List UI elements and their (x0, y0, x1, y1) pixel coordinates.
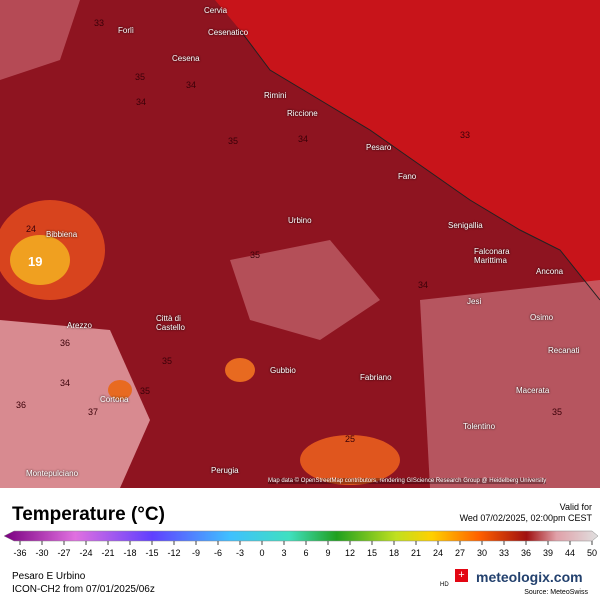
city-label: Rimini (264, 91, 287, 100)
contour-label: 24 (26, 224, 37, 234)
coastline (239, 29, 600, 301)
legend-tick-label: -12 (167, 548, 180, 558)
legend-tick-label: -27 (57, 548, 70, 558)
city-label: Cesenatico (208, 28, 249, 37)
city-label: Senigallia (448, 221, 483, 230)
contour-label: 35 (162, 356, 173, 366)
brand[interactable]: meteologix.com (476, 569, 583, 585)
contour-label: 35 (250, 250, 261, 260)
model: ICON-CH2 from 07/01/2025/06z (12, 584, 155, 595)
legend-tick-label: 27 (455, 548, 465, 558)
attribution: Map data © OpenStreetMap contributors, r… (268, 478, 547, 484)
city-label: Cortona (100, 395, 129, 404)
legend-title: Temperature (°C) (12, 504, 165, 525)
cool-zone (0, 320, 150, 488)
cool-zone (420, 280, 600, 488)
city-label: Riccione (287, 109, 318, 118)
legend-tick-label: -15 (145, 548, 158, 558)
city-label: Città di Castello (156, 314, 185, 332)
contour-label: 36 (16, 400, 27, 410)
legend-tick-label: -21 (101, 548, 114, 558)
city-label: Recanati (548, 346, 580, 355)
hot-zone (10, 235, 70, 285)
valid-for: Valid for (559, 502, 592, 512)
contour-label: 35 (552, 407, 563, 417)
contour-label: 34 (298, 134, 309, 144)
city-label: Perugia (211, 466, 239, 475)
legend-tick-label: -24 (79, 548, 92, 558)
contour-label: 19 (28, 254, 43, 269)
legend-tick-label: 44 (565, 548, 575, 558)
legend-tick-label: 3 (281, 548, 286, 558)
swiss-flag: + (455, 569, 468, 582)
legend-tick-label: -36 (13, 548, 26, 558)
city-label: Cesena (172, 54, 200, 63)
legend-tick-label: 33 (499, 548, 509, 558)
legend-tick-label: -18 (123, 548, 136, 558)
legend-tick-label: -6 (214, 548, 222, 558)
city-label: Macerata (516, 386, 550, 395)
hot-zone (225, 358, 255, 382)
hd-badge: HD (440, 582, 449, 588)
city-label: Cervia (204, 6, 228, 15)
contour-label: 35 (135, 72, 146, 82)
region: Pesaro E Urbino (12, 571, 86, 582)
contour-label: 37 (88, 407, 99, 417)
legend-tick-label: -3 (236, 548, 244, 558)
contour-label: 25 (345, 434, 356, 444)
contour-label: 35 (228, 136, 239, 146)
contour-label: 36 (60, 338, 71, 348)
map (0, 0, 600, 488)
legend-tick-label: -30 (35, 548, 48, 558)
legend-tick-label: 24 (433, 548, 443, 558)
city-label: Fabriano (360, 373, 392, 382)
city-label: Gubbio (270, 366, 296, 375)
city-label: Tolentino (463, 422, 496, 431)
legend-tick-label: 36 (521, 548, 531, 558)
legend-tick-label: -9 (192, 548, 200, 558)
city-label: Urbino (288, 216, 312, 225)
city-label: Falconara Marittima (474, 247, 510, 265)
contour-label: 33 (94, 18, 105, 28)
legend-tick-label: 12 (345, 548, 355, 558)
legend-tick-label: 9 (325, 548, 330, 558)
legend-tick-label: 39 (543, 548, 553, 558)
hot-zone (108, 380, 132, 400)
contour-label: 34 (186, 80, 197, 90)
city-label: Jesi (467, 297, 482, 306)
legend-tick-label: 6 (303, 548, 308, 558)
cool-zone (230, 240, 380, 340)
hot-zone (300, 435, 400, 485)
city-label: Arezzo (67, 321, 92, 330)
legend-tick-label: 18 (389, 548, 399, 558)
legend-tick-label: 0 (259, 548, 264, 558)
valid-time: Wed 07/02/2025, 02:00pm CEST (459, 513, 592, 523)
legend-tick-label: 21 (411, 548, 421, 558)
contour-label: 34 (136, 97, 147, 107)
legend-tick-label: 15 (367, 548, 377, 558)
city-label: Osimo (530, 313, 554, 322)
city-label: Pesaro (366, 143, 392, 152)
city-label: Montepulciano (26, 469, 79, 478)
contour-label: 34 (60, 378, 71, 388)
colorbar-fill (3, 530, 599, 542)
contour-label: 33 (460, 130, 471, 140)
contour-label: 35 (140, 386, 151, 396)
city-label: Ancona (536, 267, 564, 276)
warm-zone (0, 0, 80, 80)
sea (215, 0, 600, 300)
legend-tick-label: 30 (477, 548, 487, 558)
city-label: Forlì (118, 26, 134, 35)
source: Source: MeteoSwiss (524, 589, 588, 596)
city-label: Fano (398, 172, 417, 181)
legend-tick-label: 50 (587, 548, 597, 558)
city-label: Bibbiena (46, 230, 78, 239)
colorbar: -36 -30 -27 -24 -21 -18 -15 -12 -9 -6 -3 0 3 6 9 12 15 18… (3, 530, 599, 558)
contour-label: 34 (418, 280, 429, 290)
